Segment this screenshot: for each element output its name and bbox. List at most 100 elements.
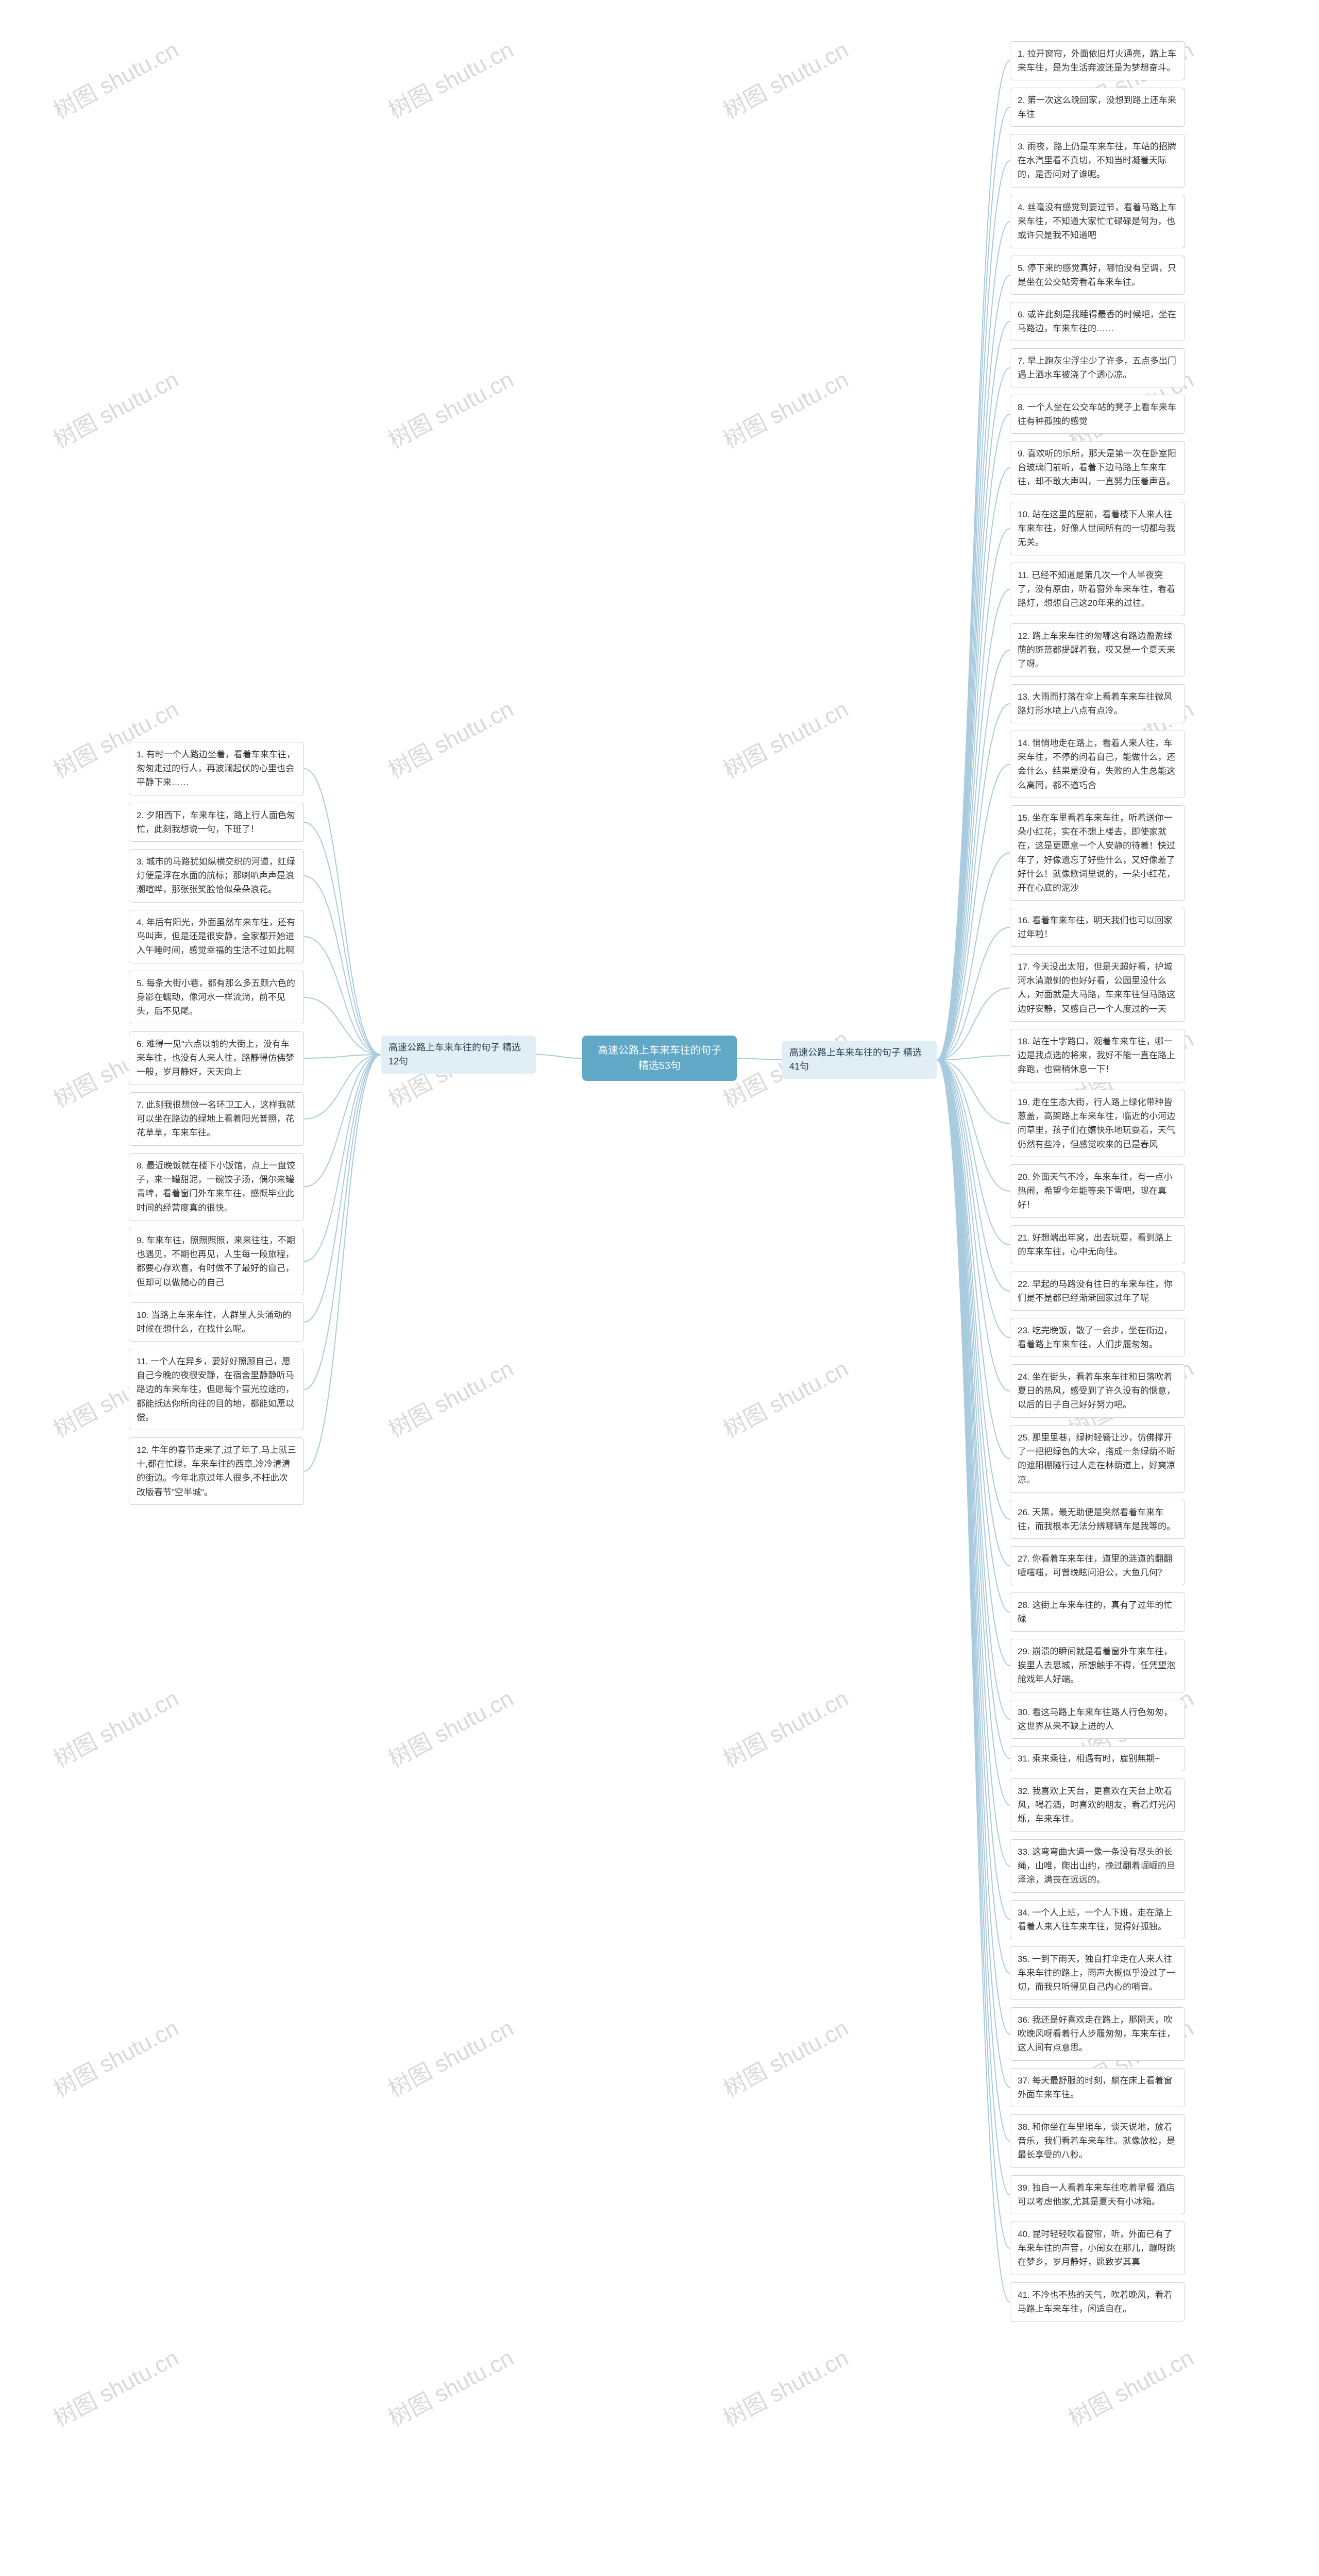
leaf-right[interactable]: 16. 看着车来车往，明天我们也可以回家过年啦！ <box>1010 908 1185 947</box>
leaf-text: 3. 雨夜，路上仍是车来车往，车站的招牌在水汽里看不真切，不知当时凝着天际的，是… <box>1018 142 1176 179</box>
leaf-right[interactable]: 27. 你看着车来车往，道里的涟道的翻翻噎嗤嗤，可曾晚眩问沿公，大鱼几何？ <box>1010 1546 1185 1585</box>
leaf-right[interactable]: 28. 这街上车来车往的，真有了过年的忙碌 <box>1010 1592 1185 1632</box>
leaf-right[interactable]: 6. 或许此刻是我睡得最香的时候吧，坐在马路边，车来车往的…… <box>1010 302 1185 341</box>
leaf-right[interactable]: 17. 今天没出太阳，但是天超好看，护城河水清澈倒的也好好看，公园里没什么人，对… <box>1010 954 1185 1022</box>
leaf-left[interactable]: 7. 此刻我很想做一名环卫工人，这样我就可以坐在路边的绿地上看着阳光普照，花花草… <box>129 1092 304 1146</box>
watermark: 树图 shutu.cn <box>1062 2340 1198 2433</box>
watermark: 树图 shutu.cn <box>382 2010 518 2104</box>
leaf-right[interactable]: 11. 已经不知道是第几次一个人半夜突了，没有原由，听着窗外车来车往，看着路灯，… <box>1010 563 1185 616</box>
watermark: 树图 shutu.cn <box>382 31 518 125</box>
leaf-right[interactable]: 13. 大雨而打落在伞上看着车来车往微风路灯形水喷上八点有点冷。 <box>1010 684 1185 723</box>
leaf-right[interactable]: 22. 早起的马路没有往日的车来车往，你们是不是都已经渐渐回家过年了呢 <box>1010 1272 1185 1311</box>
leaf-text: 18. 站在十字路口，观着车来车往，哪一边是我点选的将来，我好不能一直在路上奔跑… <box>1018 1037 1175 1074</box>
leaf-text: 22. 早起的马路没有往日的车来车往，你们是不是都已经渐渐回家过年了呢 <box>1018 1279 1172 1303</box>
leaf-right[interactable]: 20. 外面天气不冷，车来车往，有一点小热闹，希望今年能等来下雪吧，现在真好！ <box>1010 1164 1185 1218</box>
leaf-left[interactable]: 11. 一个人在异乡，要好好照顾自己，愿自己今晚的夜很安静，在宿舍里静静听马路边… <box>129 1349 304 1430</box>
leaf-text: 11. 一个人在异乡，要好好照顾自己，愿自己今晚的夜很安静，在宿舍里静静听马路边… <box>137 1357 294 1422</box>
leaf-right[interactable]: 39. 独自一人看着车来车往吃着早餐 酒店可以考虑他家,尤其是夏天有小冰箱。 <box>1010 2175 1185 2214</box>
leaf-left[interactable]: 9. 车来车往，照照照照，来来往往，不期也遇见，不期也再见，人生每一段旅程，都要… <box>129 1228 304 1295</box>
leaf-text: 25. 那里里巷，绿树轻簪让沙，仿佛撑开了一把把绿色的大伞，搭成一条绿荫不断的遮… <box>1018 1433 1175 1485</box>
leaf-text: 14. 悄悄地走在路上，看着人来人往，车来车往，不停的问着自己，能做什么，还会什… <box>1018 738 1175 790</box>
leaf-text: 4. 丝毫没有感觉到要过节，看着马路上车来车往，不知道大家忙忙碌碌是何为，也或许… <box>1018 202 1176 240</box>
leaf-text: 40. 昆时轻轻吹着窗帘，听，外面已有了车来车往的声音，小闺女在那儿，蹦呀跳在梦… <box>1018 2229 1175 2267</box>
leaf-left[interactable]: 4. 年后有阳光，外面虽然车来车往，还有鸟叫声，但是还是很安静，全家都开始进入午… <box>129 910 304 963</box>
leaf-right[interactable]: 40. 昆时轻轻吹着窗帘，听，外面已有了车来车往的声音，小闺女在那儿，蹦呀跳在梦… <box>1010 2222 1185 2275</box>
watermark: 树图 shutu.cn <box>717 361 853 455</box>
leaf-right[interactable]: 19. 走在生态大街，行人路上绿化带种皆葱盖，高架路上车来车往，临近的小河边问草… <box>1010 1090 1185 1157</box>
leaf-text: 7. 早上跑灰尘浮尘少了许多，五点多出门遇上洒水车被浇了个透心凉。 <box>1018 356 1176 380</box>
watermark: 树图 shutu.cn <box>717 1350 853 1444</box>
watermark: 树图 shutu.cn <box>717 2010 853 2104</box>
leaf-text: 20. 外面天气不冷，车来车往，有一点小热闹，希望今年能等来下雪吧，现在真好！ <box>1018 1172 1172 1210</box>
watermark: 树图 shutu.cn <box>47 361 183 455</box>
watermark: 树图 shutu.cn <box>382 361 518 455</box>
leaf-right[interactable]: 33. 这弯弯曲大道一像一条没有尽头的长绳，山唯，爬出山约，挽过翻着崛崛的旦泽涂… <box>1010 1839 1185 1893</box>
leaf-text: 9. 车来车往，照照照照，来来往往，不期也遇见，不期也再见，人生每一段旅程，都要… <box>137 1235 295 1287</box>
leaf-text: 30. 看这马路上车来车往路人行色匆匆，这世界从来不缺上进的人 <box>1018 1707 1172 1731</box>
leaf-left[interactable]: 2. 夕阳西下，车来车往，路上行人面色匆忙，此刻我想说一句，下班了！ <box>129 803 304 842</box>
leaf-left[interactable]: 5. 每条大街小巷，都有那么多五颜六色的身影在蠕动，像河水一样流淌，前不见头，后… <box>129 971 304 1024</box>
group-left-title: 高速公路上车来车往的句子 精选12句 <box>388 1042 521 1066</box>
leaf-left[interactable]: 3. 城市的马路犹如纵横交织的河道，红绿灯便是浮在水面的航标；那喇叭声声是浪潮喧… <box>129 849 304 903</box>
leaf-text: 1. 拉开窗帘，外面依旧灯火通亮，路上车来车往，是为生活奔波还是为梦想奋斗。 <box>1018 49 1176 73</box>
leaf-right[interactable]: 32. 我喜欢上天台，更喜欢在天台上吹着风，喝着酒，时喜欢的朋友，看着灯光闪烁，… <box>1010 1778 1185 1832</box>
leaf-right[interactable]: 35. 一到下雨天，独自打伞走在人来人往车来车往的路上，雨声大概似乎没过了一切，… <box>1010 1946 1185 2000</box>
leaf-text: 41. 不冷也不热的天气，吹着晚风，看着马路上车来车往，闲适自在。 <box>1018 2290 1172 2314</box>
leaf-right[interactable]: 2. 第一次这么晚回家，没想到路上还车来车往 <box>1010 88 1185 127</box>
watermark: 树图 shutu.cn <box>382 691 518 785</box>
leaf-text: 39. 独自一人看着车来车往吃着早餐 酒店可以考虑他家,尤其是夏天有小冰箱。 <box>1018 2183 1175 2207</box>
leaf-right[interactable]: 14. 悄悄地走在路上，看着人来人往，车来车往，不停的问着自己，能做什么，还会什… <box>1010 731 1185 798</box>
watermark: 树图 shutu.cn <box>382 1680 518 1774</box>
leaf-right[interactable]: 8. 一个人坐在公交车站的凳子上看车来车往有种孤独的感觉 <box>1010 395 1185 434</box>
leaf-text: 5. 停下来的感觉真好，哪怕没有空调，只是坐在公交站旁看着车来车往。 <box>1018 263 1176 287</box>
leaf-text: 8. 一个人坐在公交车站的凳子上看车来车往有种孤独的感觉 <box>1018 402 1176 426</box>
leaf-right[interactable]: 15. 坐在车里看着车来车往，听着送你一朵小红花，实在不想上楼去，即使家就在，这… <box>1010 805 1185 901</box>
leaf-text: 6. 或许此刻是我睡得最香的时候吧，坐在马路边，车来车往的…… <box>1018 310 1176 333</box>
leaf-right[interactable]: 34. 一个人上班，一个人下班，走在路上看着人来人往车来车往，觉得好孤独。 <box>1010 1900 1185 1939</box>
leaf-right[interactable]: 24. 坐在街头，看着车来车往和日落吹着夏日的热风，感受到了许久没有的惬意，以后… <box>1010 1364 1185 1418</box>
leaf-right[interactable]: 26. 天黑，最无助便是突然看着车来车往，而我根本无法分辨哪辆车是我等的。 <box>1010 1500 1185 1539</box>
leaf-right[interactable]: 37. 每天最舒服的时刻，躺在床上看着窗外面车来车往。 <box>1010 2068 1185 2107</box>
leaf-right[interactable]: 10. 站在这里的屋前，看着楼下人来人往车来车往，好像人世间所有的一切都与我无关… <box>1010 502 1185 555</box>
group-right[interactable]: 高速公路上车来车往的句子 精选41句 <box>782 1041 937 1079</box>
leaf-left[interactable]: 8. 最近晚饭就在楼下小饭馆，点上一盘饺子，来一罐甜泥，一碗饺子汤，偶尔来罐青啤… <box>129 1153 304 1221</box>
leaf-right[interactable]: 18. 站在十字路口，观着车来车往，哪一边是我点选的将来，我好不能一直在路上奔跑… <box>1010 1029 1185 1082</box>
leaf-right[interactable]: 29. 崩溃的瞬间就是看着窗外车来车往，挨里人去思城，所想触手不得，任凭望泡舱戏… <box>1010 1639 1185 1692</box>
leaf-right[interactable]: 31. 乘来乘往，相遇有时，雇别無期~ <box>1010 1746 1185 1771</box>
leaf-text: 28. 这街上车来车往的，真有了过年的忙碌 <box>1018 1600 1172 1624</box>
leaf-left[interactable]: 12. 牛年的春节走来了,过了年了,马上就三十,都在忙碌，车来车往的西章,冷冷清… <box>129 1437 304 1505</box>
leaf-text: 29. 崩溃的瞬间就是看着窗外车来车往，挨里人去思城，所想触手不得，任凭望泡舱戏… <box>1018 1647 1175 1684</box>
leaf-right[interactable]: 4. 丝毫没有感觉到要过节，看着马路上车来车往，不知道大家忙忙碌碌是何为，也或许… <box>1010 195 1185 248</box>
leaf-text: 17. 今天没出太阳，但是天超好看，护城河水清澈倒的也好好看，公园里没什么人，对… <box>1018 962 1175 1014</box>
leaf-text: 23. 吃完晚饭，散了一会步，坐在街边，看着路上车来车往，人们步履匆匆。 <box>1018 1326 1172 1349</box>
leaf-right[interactable]: 7. 早上跑灰尘浮尘少了许多，五点多出门遇上洒水车被浇了个透心凉。 <box>1010 348 1185 387</box>
watermark: 树图 shutu.cn <box>717 691 853 785</box>
watermark: 树图 shutu.cn <box>717 1680 853 1774</box>
leaf-right[interactable]: 3. 雨夜，路上仍是车来车往，车站的招牌在水汽里看不真切，不知当时凝着天际的，是… <box>1010 134 1185 188</box>
leaf-right[interactable]: 5. 停下来的感觉真好，哪怕没有空调，只是坐在公交站旁看着车来车往。 <box>1010 256 1185 295</box>
leaf-right[interactable]: 41. 不冷也不热的天气，吹着晚风，看着马路上车来车往，闲适自在。 <box>1010 2282 1185 2321</box>
leaf-text: 32. 我喜欢上天台，更喜欢在天台上吹着风，喝着酒，时喜欢的朋友，看着灯光闪烁，… <box>1018 1786 1175 1824</box>
leaf-right[interactable]: 36. 我还是好喜欢走在路上，那阴天，吹吹晚风呀看着行人步履匆匆，车来车往，这人… <box>1010 2007 1185 2061</box>
leaf-right[interactable]: 9. 喜欢听的乐所，那天是第一次在卧室阳台玻璃门前听，看着下边马路上车来车往，却… <box>1010 441 1185 495</box>
leaf-left[interactable]: 6. 难得一见"六点以前的大街上，没有车来车往，也没有人来人往，路静得仿佛梦一般… <box>129 1031 304 1085</box>
watermark: 树图 shutu.cn <box>382 1350 518 1444</box>
leaf-text: 38. 和你坐在车里堵车，谈天说地，放着音乐，我们看着车来车往。就像放松，是最长… <box>1018 2122 1175 2160</box>
leaf-right[interactable]: 38. 和你坐在车里堵车，谈天说地，放着音乐，我们看着车来车往。就像放松，是最长… <box>1010 2114 1185 2168</box>
leaf-text: 31. 乘来乘往，相遇有时，雇别無期~ <box>1018 1754 1160 1764</box>
leaf-right[interactable]: 25. 那里里巷，绿树轻簪让沙，仿佛撑开了一把把绿色的大伞，搭成一条绿荫不断的遮… <box>1010 1425 1185 1493</box>
root-node[interactable]: 高速公路上车来车往的句子精选53句 <box>582 1036 737 1081</box>
watermark: 树图 shutu.cn <box>47 2010 183 2104</box>
leaf-left[interactable]: 1. 有时一个人路边坐着，看着车来车往，匆匆走过的行人，再波澜起伏的心里也会平静… <box>129 742 304 795</box>
leaf-right[interactable]: 21. 好想端出年窝，出去玩耍，看到路上的车来车往，心中无向往。 <box>1010 1225 1185 1264</box>
leaf-text: 34. 一个人上班，一个人下班，走在路上看着人来人往车来车往，觉得好孤独。 <box>1018 1908 1172 1931</box>
leaf-text: 37. 每天最舒服的时刻，躺在床上看着窗外面车来车往。 <box>1018 2076 1172 2099</box>
leaf-right[interactable]: 1. 拉开窗帘，外面依旧灯火通亮，路上车来车往，是为生活奔波还是为梦想奋斗。 <box>1010 41 1185 80</box>
leaf-right[interactable]: 30. 看这马路上车来车往路人行色匆匆，这世界从来不缺上进的人 <box>1010 1700 1185 1739</box>
leaf-text: 2. 第一次这么晚回家，没想到路上还车来车往 <box>1018 95 1176 119</box>
leaf-right[interactable]: 23. 吃完晚饭，散了一会步，坐在街边，看着路上车来车往，人们步履匆匆。 <box>1010 1318 1185 1357</box>
leaf-right[interactable]: 12. 路上车来车往的匆哪这有路边盈盈绿荫的斑蓝都提醒着我，哎又是一个夏天来了呀… <box>1010 623 1185 677</box>
group-left[interactable]: 高速公路上车来车往的句子 精选12句 <box>381 1036 536 1074</box>
leaf-left[interactable]: 10. 当路上车来车往，人群里人头涌动的时候在想什么，在找什么呢。 <box>129 1302 304 1342</box>
leaf-text: 9. 喜欢听的乐所，那天是第一次在卧室阳台玻璃门前听，看着下边马路上车来车往，却… <box>1018 449 1176 486</box>
